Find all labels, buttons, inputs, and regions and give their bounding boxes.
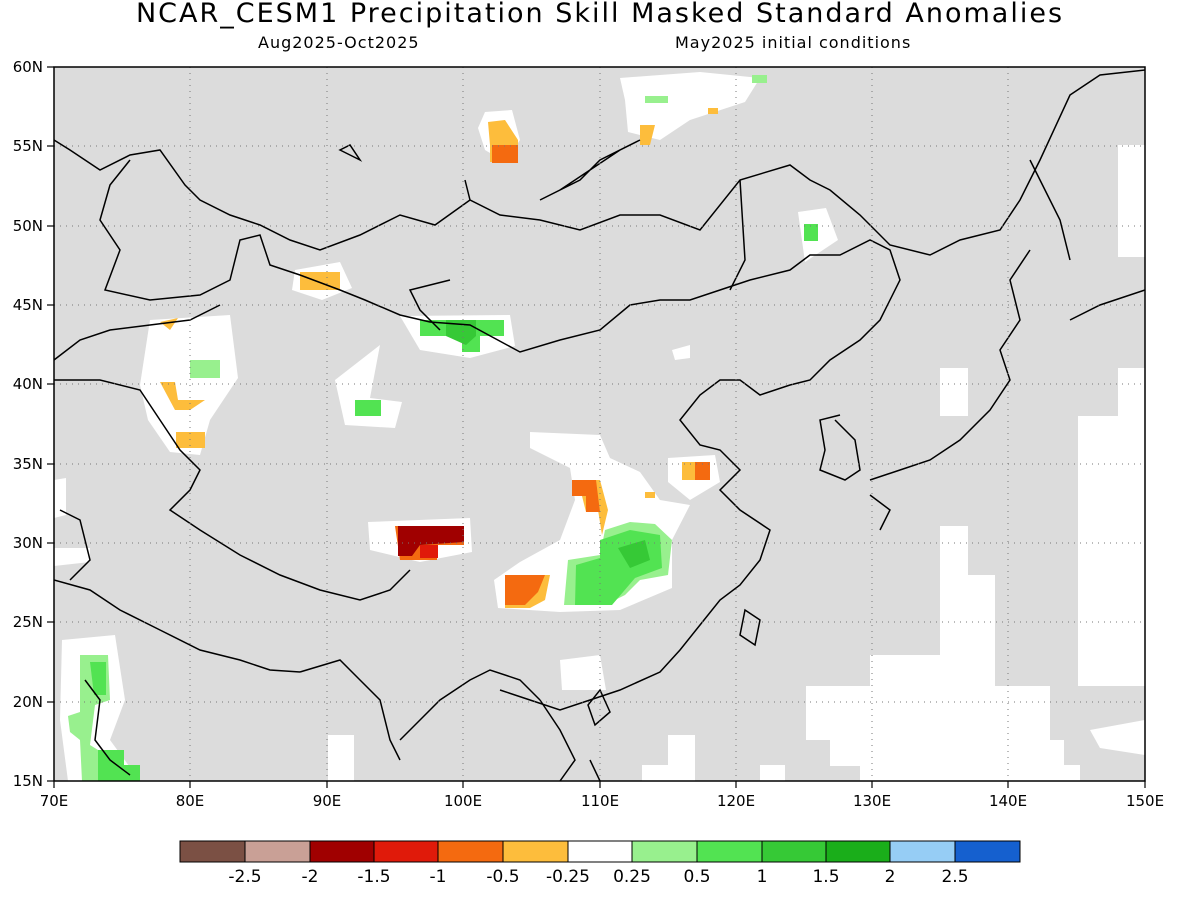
colorbar-swatch	[567, 840, 633, 863]
colorbar-label: -0.5	[486, 867, 519, 887]
lon-tick-label: 140E	[989, 792, 1027, 810]
lat-tick-label: 60N	[13, 58, 43, 76]
colorbar-swatch	[889, 840, 956, 863]
lon-tick-label: 70E	[40, 792, 69, 810]
colorbar-label: 2	[885, 867, 896, 887]
colorbar	[179, 840, 1021, 863]
colorbar-swatch	[244, 840, 311, 863]
colorbar-label: 1.5	[812, 867, 839, 887]
colorbar-label: -0.25	[546, 867, 590, 887]
colorbar-swatch	[631, 840, 698, 863]
colorbar-label: 0.25	[613, 867, 651, 887]
gridlines	[54, 67, 1145, 781]
lat-tick-label: 50N	[13, 217, 43, 235]
latitude-labels: 15N 20N 25N 30N 35N 40N 45N 50N 55N 60N	[13, 58, 43, 790]
lon-tick-label: 110E	[581, 792, 619, 810]
colorbar-swatch	[761, 840, 827, 863]
colorbar-swatch	[309, 840, 375, 863]
negative-anomalies	[160, 108, 718, 608]
lon-tick-label: 80E	[176, 792, 205, 810]
lat-tick-label: 45N	[13, 296, 43, 314]
coastlines	[54, 69, 1145, 781]
positive-anomalies	[68, 75, 818, 781]
colorbar-swatch	[696, 840, 763, 863]
colorbar-swatch	[825, 840, 891, 863]
longitude-labels: 70E 80E 90E 100E 110E 120E 130E 140E 150…	[40, 792, 1164, 810]
lon-tick-label: 100E	[444, 792, 482, 810]
colorbar-label: -2	[302, 867, 319, 887]
axis-ticks	[47, 66, 1146, 788]
colorbar-swatch	[954, 840, 1021, 863]
colorbar-swatch	[373, 840, 439, 863]
colorbar-swatch	[179, 840, 246, 863]
colorbar-swatch	[502, 840, 569, 863]
lat-tick-label: 55N	[13, 137, 43, 155]
colorbar-swatch	[437, 840, 504, 863]
lon-tick-label: 90E	[313, 792, 342, 810]
map-title: NCAR_CESM1 Precipitation Skill Masked St…	[135, 0, 1065, 29]
colorbar-label: -1.5	[357, 867, 390, 887]
lat-tick-label: 30N	[13, 534, 43, 552]
lat-tick-label: 40N	[13, 375, 43, 393]
lat-tick-label: 25N	[13, 613, 43, 631]
colorbar-label: 0.5	[683, 867, 710, 887]
initial-conditions-label: May2025 initial conditions	[675, 33, 912, 52]
colorbar-labels: -2.5 -2 -1.5 -1 -0.5 -0.25 0.25 0.5 1 1.…	[228, 867, 968, 887]
colorbar-label: -1	[430, 867, 447, 887]
lon-tick-label: 120E	[717, 792, 755, 810]
lon-tick-label: 130E	[853, 792, 891, 810]
lat-tick-label: 35N	[13, 455, 43, 473]
colorbar-label: 1	[757, 867, 768, 887]
lon-tick-label: 150E	[1126, 792, 1164, 810]
map-field	[54, 67, 1145, 781]
colorbar-label: 2.5	[941, 867, 968, 887]
colorbar-label: -2.5	[228, 867, 261, 887]
season-label: Aug2025-Oct2025	[258, 33, 420, 52]
lat-tick-label: 15N	[13, 772, 43, 790]
lat-tick-label: 20N	[13, 693, 43, 711]
